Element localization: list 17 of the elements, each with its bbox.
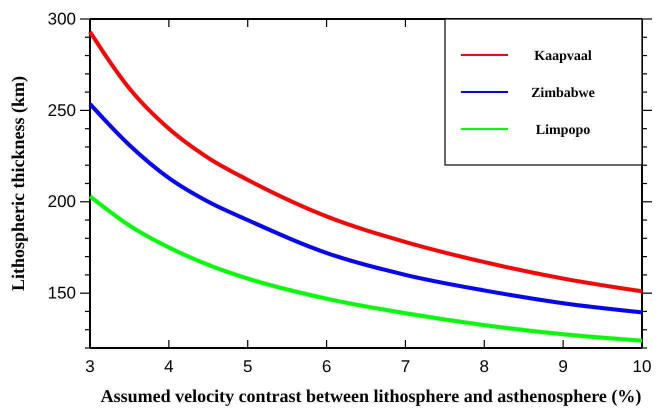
y-axis-title: Lithospheric thickness (km) xyxy=(8,76,28,292)
y-tick-label: 200 xyxy=(48,192,76,212)
legend-label: Zimbabwe xyxy=(531,86,595,101)
x-tick-label: 9 xyxy=(558,357,568,376)
legend-label: Limpopo xyxy=(536,123,590,138)
x-tick-label: 7 xyxy=(400,357,410,376)
x-tick-label: 4 xyxy=(164,357,174,376)
y-tick-label: 150 xyxy=(48,284,76,303)
y-tick-label: 250 xyxy=(48,100,76,120)
x-tick-label: 3 xyxy=(85,357,95,376)
x-tick-label: 6 xyxy=(322,357,332,376)
x-axis-title: Assumed velocity contrast between lithosphere and asthenosphere (%) xyxy=(100,386,642,406)
y-tick-label: 300 xyxy=(48,9,76,28)
x-tick-label: 5 xyxy=(242,357,252,376)
x-tick-label: 8 xyxy=(480,357,490,376)
legend-label: Kaapvaal xyxy=(534,49,592,64)
x-tick-label: 10 xyxy=(632,357,652,376)
